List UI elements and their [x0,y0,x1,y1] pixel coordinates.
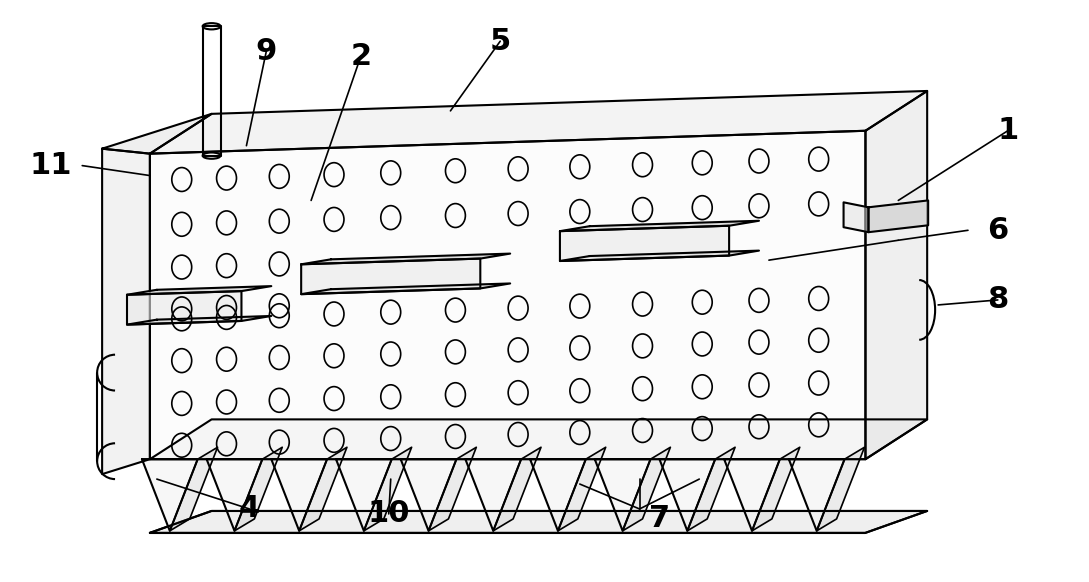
Polygon shape [302,283,510,294]
Text: 6: 6 [988,216,1008,245]
Polygon shape [207,459,262,531]
Polygon shape [302,254,510,264]
Polygon shape [788,459,845,531]
Polygon shape [493,447,541,531]
Text: 5: 5 [490,27,511,56]
Polygon shape [660,459,715,531]
Polygon shape [560,251,759,261]
Polygon shape [465,459,522,531]
Polygon shape [142,459,198,531]
Polygon shape [127,286,271,294]
Polygon shape [401,459,456,531]
Polygon shape [752,447,799,531]
Polygon shape [150,91,927,154]
Polygon shape [866,91,927,459]
Text: 7: 7 [649,505,670,534]
Text: 1: 1 [998,116,1018,146]
Text: 8: 8 [988,285,1008,314]
Text: 2: 2 [351,42,371,70]
Polygon shape [560,226,730,261]
Polygon shape [102,114,211,154]
Polygon shape [271,459,327,531]
Polygon shape [364,447,412,531]
Text: 11: 11 [29,151,72,180]
Polygon shape [337,459,392,531]
Text: 4: 4 [238,495,260,523]
Polygon shape [868,200,928,232]
Polygon shape [429,447,476,531]
Polygon shape [558,447,605,531]
Polygon shape [150,420,927,459]
Polygon shape [530,459,586,531]
Polygon shape [817,447,865,531]
Polygon shape [170,447,218,531]
Polygon shape [150,131,866,459]
Polygon shape [234,447,282,531]
Polygon shape [150,511,927,533]
Polygon shape [724,459,780,531]
Polygon shape [127,316,271,325]
Polygon shape [127,291,242,325]
Polygon shape [595,459,650,531]
Polygon shape [844,203,868,232]
Text: 9: 9 [256,37,277,66]
Polygon shape [102,148,150,474]
Polygon shape [299,447,347,531]
Polygon shape [302,258,480,294]
Polygon shape [623,447,671,531]
Text: 10: 10 [367,499,409,528]
Polygon shape [560,221,759,231]
Polygon shape [687,447,735,531]
